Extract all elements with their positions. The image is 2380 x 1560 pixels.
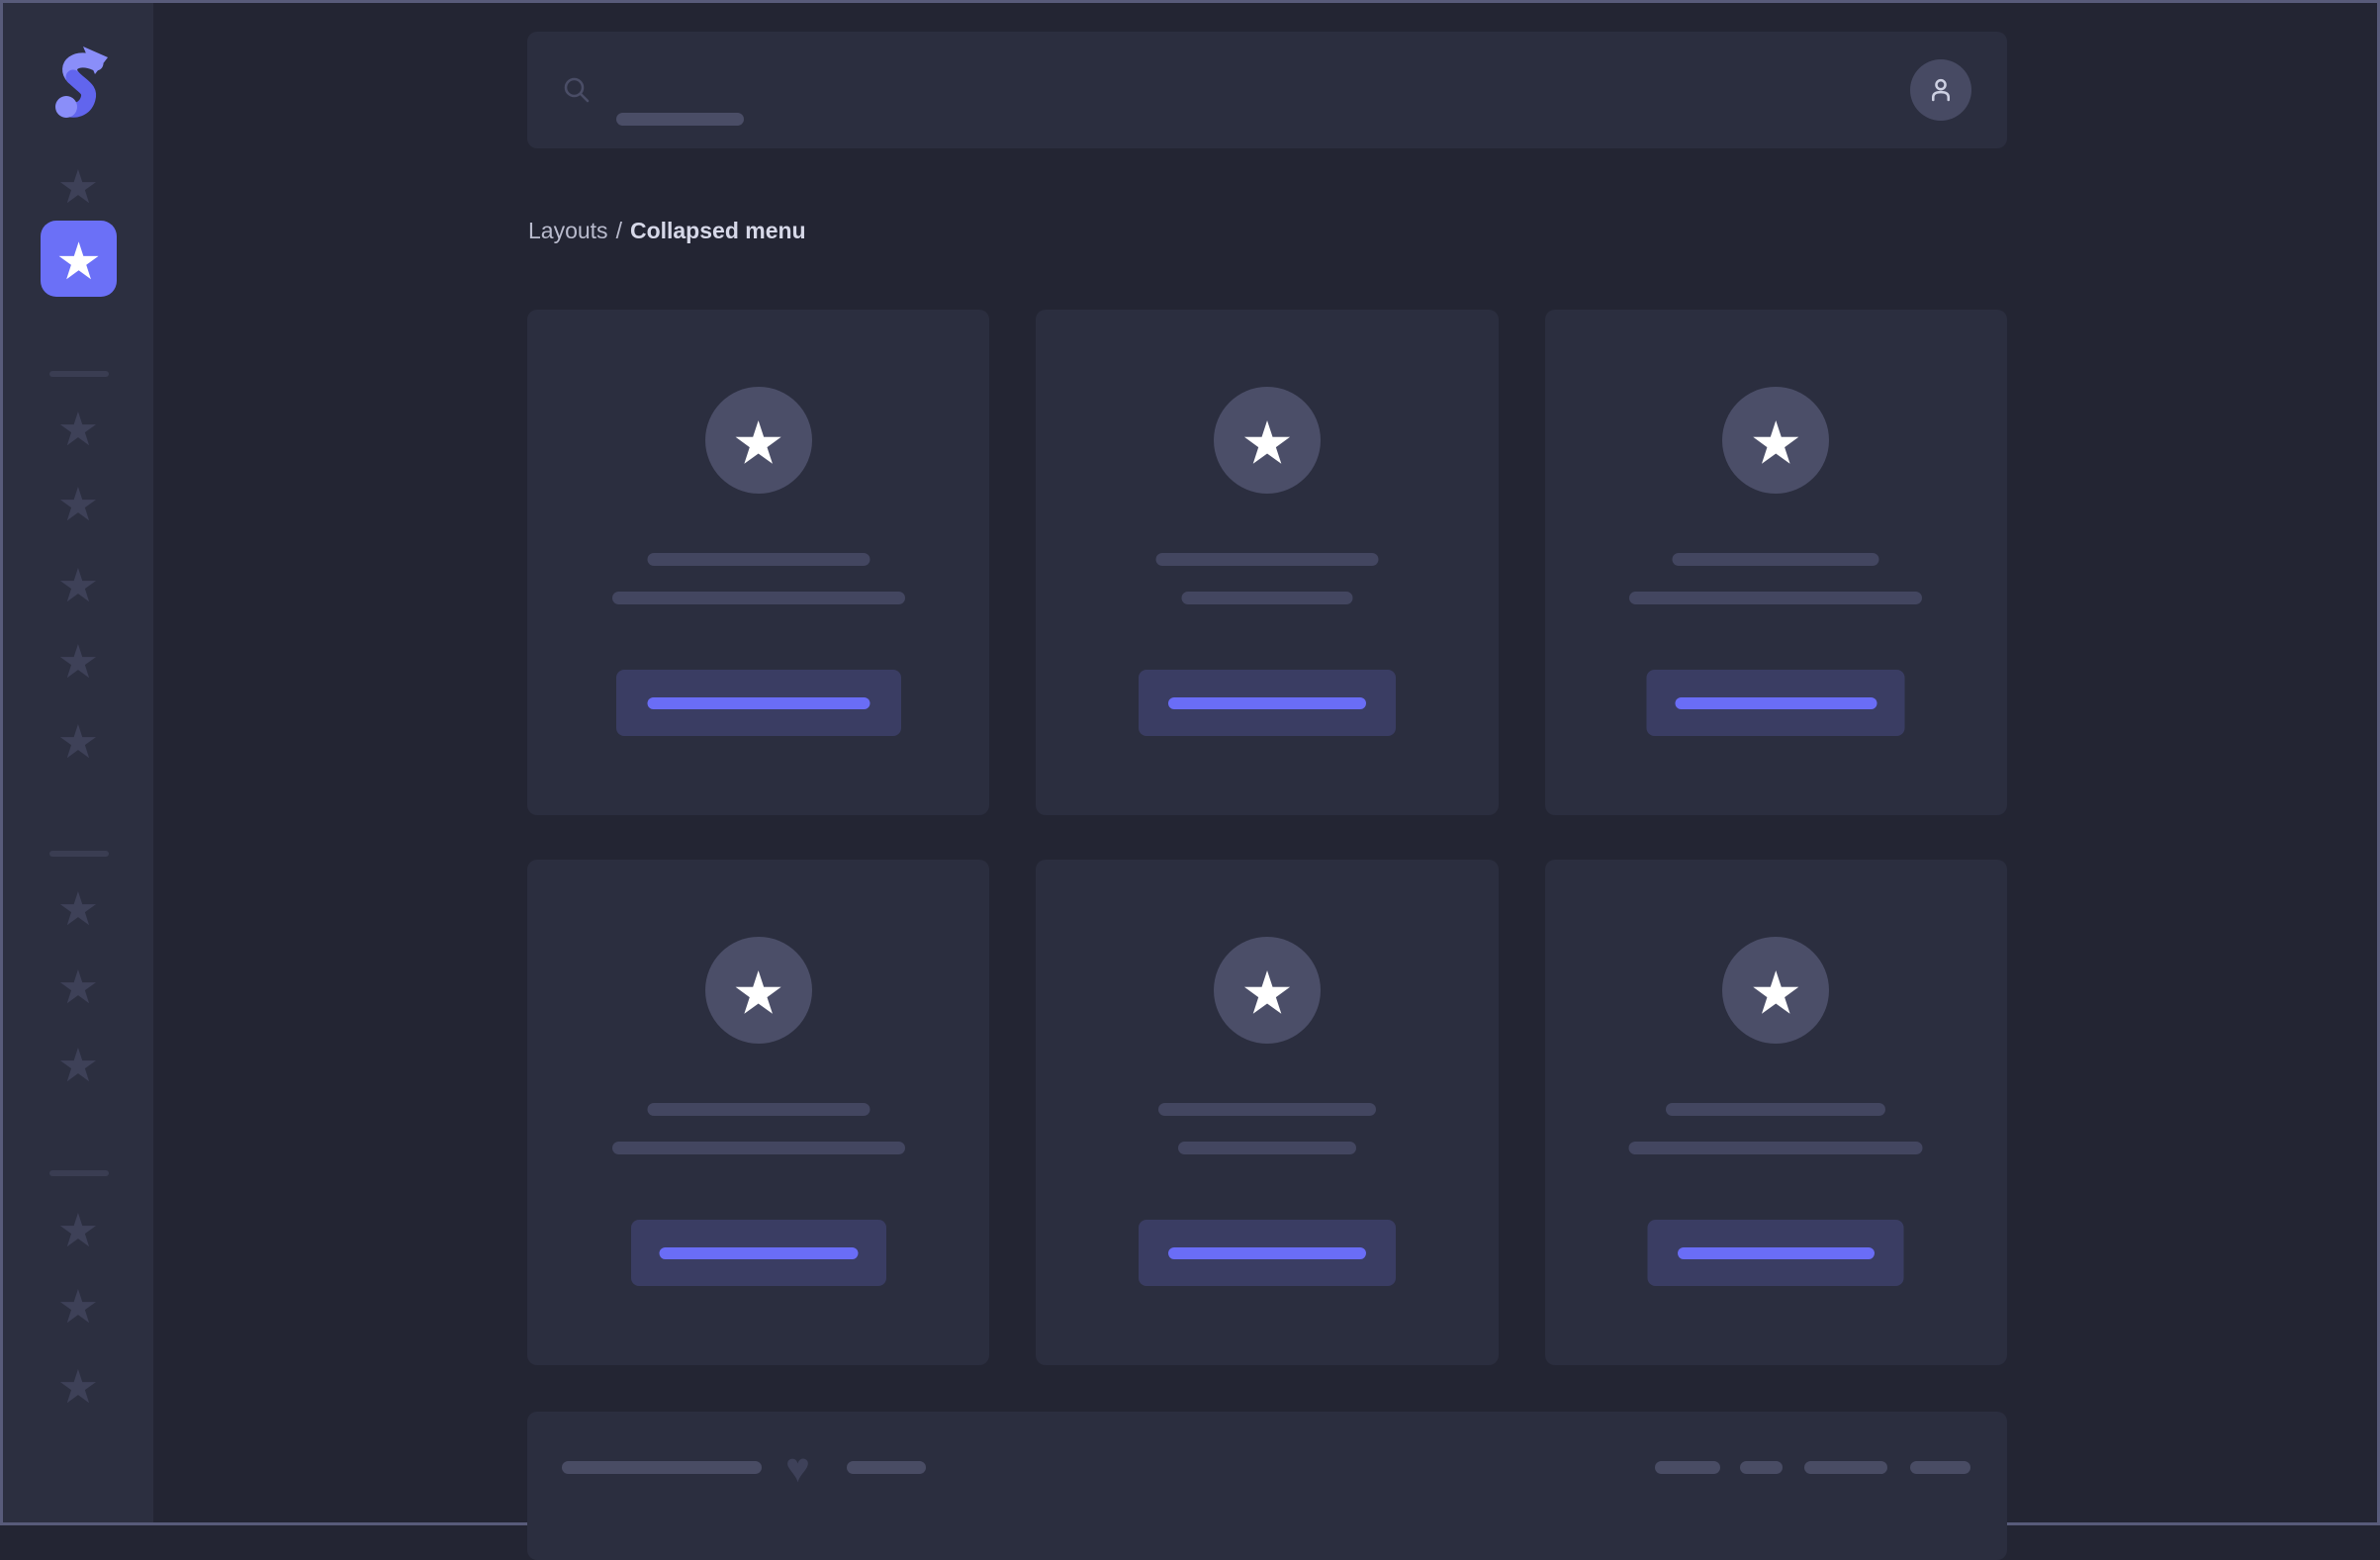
star-icon: ★ [56,714,100,768]
star-icon: ★ [1749,960,1803,1027]
card-avatar: ★ [1213,387,1321,494]
sidebar-item-4[interactable]: ★ [3,558,153,611]
search-bar[interactable] [527,32,2007,148]
card-avatar: ★ [1722,387,1830,494]
button-label-skeleton [647,696,870,709]
star-icon: ★ [56,960,100,1013]
card-title-skeleton [1157,1103,1376,1116]
card-action-button[interactable] [615,670,901,736]
user-icon [1932,78,1950,102]
sidebar-item-7[interactable]: ★ [3,881,153,935]
card-action-button[interactable] [1646,670,1905,736]
s-arrow-logo-icon [55,46,108,118]
card-subtitle-skeleton [1177,1142,1356,1154]
star-icon: ★ [56,558,100,611]
star-icon: ★ [56,402,100,455]
breadcrumb-current: Collapsed menu [629,218,806,243]
button-label-skeleton [1675,696,1877,709]
footer-text-skeleton [562,1461,762,1474]
sidebar-item-active[interactable]: ★ [41,221,117,297]
sidebar-divider [49,1170,109,1176]
button-label-skeleton [1167,1246,1366,1259]
heart-icon: ♥ [785,1444,810,1491]
star-icon: ★ [731,410,785,477]
card-2: ★ [1036,310,1499,815]
star-icon: ★ [56,1359,100,1413]
card-5: ★ [1036,860,1499,1365]
button-label-skeleton [659,1246,859,1259]
star-icon: ★ [56,477,100,530]
card-subtitle-skeleton [611,1142,905,1154]
star-icon: ★ [56,159,100,213]
card-3: ★ [1544,310,2007,815]
sidebar-divider [49,371,109,377]
card-action-button[interactable] [1138,670,1396,736]
card-1: ★ [527,310,990,815]
card-title-skeleton [1672,553,1879,566]
footer-text-skeleton [847,1461,926,1474]
card-title-skeleton [1155,553,1379,566]
card-avatar: ★ [1722,937,1830,1044]
breadcrumb-link-layouts[interactable]: Layouts [528,218,608,243]
footer-link-skeleton [1740,1461,1783,1474]
button-label-skeleton [1677,1246,1875,1259]
card-action-button[interactable] [630,1220,886,1286]
sidebar-item-6[interactable]: ★ [3,714,153,768]
star-icon: ★ [55,232,102,291]
sidebar-item-1[interactable]: ★ [3,159,153,213]
sidebar-item-8[interactable]: ★ [3,960,153,1013]
star-icon: ★ [1240,960,1294,1027]
card-subtitle-skeleton [611,592,905,604]
app-logo[interactable] [52,46,108,122]
star-icon: ★ [1749,410,1803,477]
card-subtitle-skeleton [1181,592,1353,604]
card-subtitle-skeleton [1628,1142,1923,1154]
card-avatar: ★ [704,387,812,494]
card-6: ★ [1544,860,2007,1365]
sidebar-item-12[interactable]: ★ [3,1359,153,1413]
star-icon: ★ [56,1203,100,1256]
footer-link-skeleton [1655,1461,1720,1474]
star-icon: ★ [56,1279,100,1332]
search-icon [564,77,590,103]
sidebar-item-2[interactable]: ★ [3,402,153,455]
card-action-button[interactable] [1138,1220,1396,1286]
card-grid: ★ ★ ★ ★ ★ [527,310,2007,1365]
search-placeholder-skeleton [616,113,744,126]
star-icon: ★ [56,634,100,688]
card-subtitle-skeleton [1629,592,1923,604]
sidebar-item-5[interactable]: ★ [3,634,153,688]
star-icon: ★ [56,881,100,935]
breadcrumb-separator: / [615,218,622,243]
star-icon: ★ [56,1038,100,1091]
card-avatar: ★ [1213,937,1321,1044]
card-title-skeleton [1666,1103,1886,1116]
sidebar-divider [49,851,109,857]
sidebar-item-10[interactable]: ★ [3,1203,153,1256]
footer-link-skeleton [1910,1461,1970,1474]
breadcrumb: Layouts / Collapsed menu [528,218,806,244]
user-avatar-button[interactable] [1910,59,1971,121]
button-label-skeleton [1167,696,1366,709]
sidebar-item-11[interactable]: ★ [3,1279,153,1332]
footer-link-skeleton [1804,1461,1887,1474]
card-title-skeleton [647,553,870,566]
sidebar-item-3[interactable]: ★ [3,477,153,530]
card-title-skeleton [647,1103,870,1116]
card-4: ★ [527,860,990,1365]
star-icon: ★ [731,960,785,1027]
card-avatar: ★ [704,937,812,1044]
sidebar-item-9[interactable]: ★ [3,1038,153,1091]
footer: ♥ [527,1412,2007,1560]
star-icon: ★ [1240,410,1294,477]
sidebar: ★ ★ ★ ★ ★ ★ ★ ★ ★ ★ ★ ★ ★ [3,3,153,1522]
card-action-button[interactable] [1647,1220,1904,1286]
